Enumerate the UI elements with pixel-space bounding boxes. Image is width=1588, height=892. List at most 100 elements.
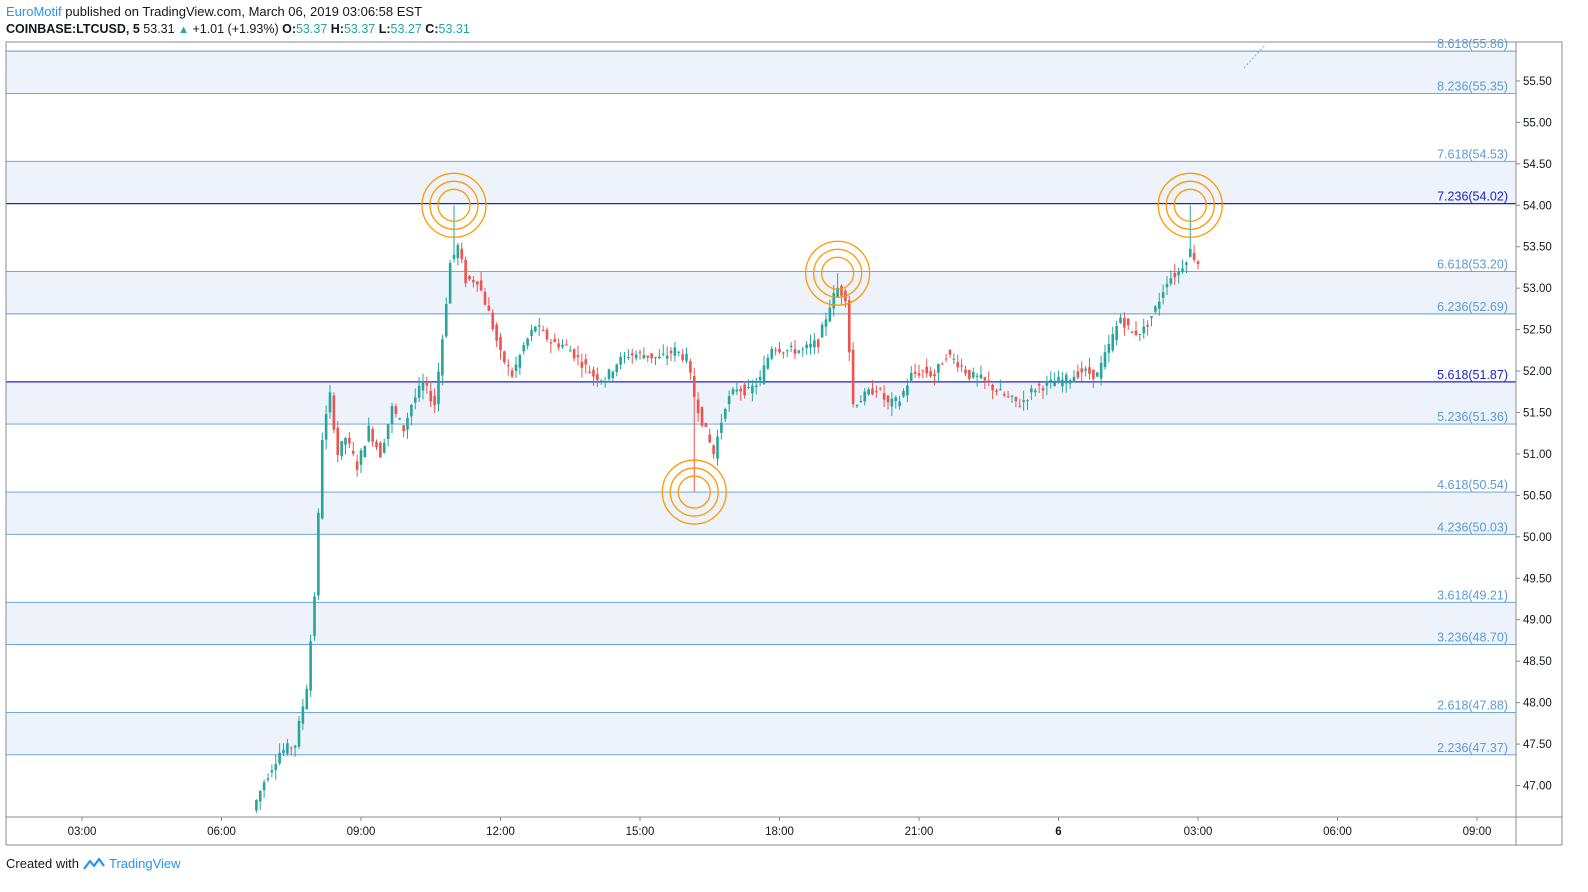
candle-body (720, 422, 723, 433)
candle-body (890, 398, 894, 407)
candle-body (987, 380, 991, 383)
candle-body (840, 285, 843, 296)
y-tick-label: 54.50 (1523, 159, 1552, 171)
candle-body (1123, 317, 1126, 328)
candle-body (956, 362, 960, 368)
candle-body (1076, 371, 1080, 378)
candle-body (518, 355, 522, 368)
candle-body (836, 287, 839, 297)
candle-body (313, 596, 316, 636)
candle-body (878, 388, 882, 390)
candle-body (774, 349, 777, 351)
fib-band (6, 51, 1516, 94)
candle-body (1080, 368, 1084, 373)
candle-body (607, 369, 611, 380)
y-tick-label: 49.00 (1523, 615, 1552, 627)
candle-body (739, 388, 743, 392)
candle-body (758, 376, 762, 381)
x-tick-label: 18:00 (765, 826, 794, 838)
candle-body (255, 800, 258, 811)
candle-body (979, 374, 983, 379)
candle-body (747, 386, 750, 388)
candle-body (367, 425, 371, 442)
candle-body (975, 375, 979, 377)
candle-body (712, 445, 715, 455)
created-with-text: Created with (6, 856, 79, 871)
circle-marker (677, 475, 711, 509)
candle-body (1006, 396, 1010, 398)
author-link[interactable]: EuroMotif (6, 4, 62, 19)
candle-body (526, 338, 529, 346)
candle-body (1130, 331, 1134, 333)
candle-body (1196, 261, 1200, 265)
candle-body (646, 355, 650, 358)
y-tick-label: 53.50 (1523, 242, 1552, 254)
circle-marker (437, 188, 471, 222)
candle-body (510, 370, 514, 377)
fib-label: 7.236(54.02) (1437, 190, 1508, 204)
candle-body (1150, 316, 1153, 318)
candle-body (417, 385, 421, 398)
candle-body (495, 324, 498, 341)
candle-body (677, 351, 681, 353)
candle-body (433, 395, 436, 406)
fib-label: 2.618(47.88) (1437, 699, 1508, 713)
candle-body (390, 405, 394, 425)
candle-body (1173, 273, 1177, 278)
fib-label: 8.618(55.86) (1437, 37, 1508, 51)
y-tick-label: 55.00 (1523, 117, 1552, 129)
candle-body (785, 350, 789, 352)
candle-body (937, 364, 940, 373)
candle-body (363, 446, 367, 458)
candle-body (944, 358, 948, 360)
candle-body (351, 450, 355, 454)
fib-label: 4.618(50.54) (1437, 478, 1508, 492)
candle-body (766, 357, 770, 369)
y-tick-label: 48.00 (1523, 698, 1552, 710)
x-tick-label: 09:00 (347, 826, 376, 838)
candle-body (297, 720, 301, 747)
candle-body (1142, 326, 1146, 334)
circle-marker (812, 248, 863, 298)
fib-label: 5.236(51.36) (1437, 410, 1508, 424)
candle-body (305, 688, 309, 709)
candle-body (921, 370, 925, 372)
candle-body (789, 345, 793, 347)
candle-body (592, 369, 595, 377)
candle-body (782, 352, 785, 354)
candle-body (549, 342, 553, 344)
plot-area[interactable] (6, 42, 1516, 817)
candle-body (727, 396, 731, 405)
candle-body (565, 344, 568, 346)
candle-body (743, 384, 746, 396)
candle-body (545, 329, 549, 340)
candle-body (731, 389, 735, 395)
candle-body (537, 325, 541, 327)
candle-body (286, 743, 289, 754)
candle-body (568, 350, 572, 352)
candle-body (599, 380, 603, 382)
candle-body (375, 441, 378, 448)
candle-body (692, 375, 696, 397)
candle-body (762, 365, 766, 384)
candle-body (634, 354, 638, 359)
fib-band (6, 602, 1516, 645)
candle-body (324, 414, 328, 440)
candle-body (270, 770, 274, 773)
candle-body (410, 404, 413, 417)
publish-info: EuroMotif published on TradingView.com, … (6, 4, 422, 19)
candle-body (669, 350, 673, 354)
candle-body (429, 390, 433, 402)
x-tick-label: 21:00 (905, 826, 934, 838)
x-tick-label: 15:00 (626, 826, 655, 838)
candle-body (1115, 326, 1118, 341)
candle-body (611, 371, 615, 378)
candle-body (379, 442, 382, 458)
tradingview-brand[interactable]: TradingView (108, 856, 181, 871)
candle-body (1103, 352, 1107, 368)
candle-body (491, 312, 495, 330)
candle-body (1057, 377, 1060, 383)
candle-body (929, 371, 932, 377)
candle-body (627, 356, 630, 358)
